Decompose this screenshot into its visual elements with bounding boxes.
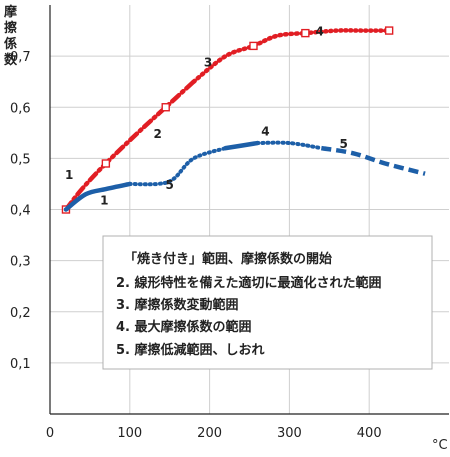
series-lines xyxy=(61,26,426,214)
legend-item-1: 「焼き付き」範囲、摩擦係数の開始 xyxy=(124,251,332,267)
legend-box xyxy=(102,235,433,370)
y-tick-label: 0,3 xyxy=(10,255,31,270)
series-line-red-upper xyxy=(303,28,392,36)
curve-annotation: 3 xyxy=(204,55,212,69)
series-line-blue-start xyxy=(63,181,133,212)
series-line-blue-plateau xyxy=(255,140,324,151)
x-tick-labels: 0 100 200 300 400 xyxy=(46,426,382,441)
series-line-blue-peak xyxy=(223,140,260,151)
x-tick-label: 200 xyxy=(197,426,222,441)
y-tick-label: 0,5 xyxy=(10,152,31,167)
legend-item-3: 3. 摩擦係数変動範囲 xyxy=(116,297,239,313)
y-tick-labels: 0,1 0,2 0,3 0,4 0,5 0,6 0,7 xyxy=(10,50,31,372)
axes xyxy=(49,5,449,415)
legend: 「焼き付き」範囲、摩擦係数の開始 2. 線形特性を備えた適切に最適化された範囲 … xyxy=(102,235,433,370)
series-line-blue-rising xyxy=(127,146,228,187)
curve-annotations: 1 2 3 4 1 5 4 5 xyxy=(65,25,348,208)
curve-annotation: 4 xyxy=(316,25,324,39)
x-tick-label: 0 xyxy=(46,426,54,441)
y-tick-label: 0,6 xyxy=(10,101,31,116)
y-axis-label-char: 摩 xyxy=(4,4,18,20)
curve-annotation: 4 xyxy=(261,124,269,138)
x-tick-label: 300 xyxy=(277,426,302,441)
x-tick-label: 400 xyxy=(357,426,382,441)
y-axis-label-char: 数 xyxy=(4,52,18,68)
series-point-red xyxy=(161,103,170,112)
series-point-red xyxy=(249,41,258,51)
x-tick-label: 100 xyxy=(117,426,142,441)
y-tick-label: 0,2 xyxy=(10,306,31,321)
curve-annotation: 2 xyxy=(154,127,162,141)
legend-item-4: 4. 最大摩擦係数の範囲 xyxy=(116,319,252,335)
y-axis-label-char: 係 xyxy=(4,36,17,52)
legend-item-5: 5. 摩擦低減範囲、しおれ xyxy=(116,342,265,358)
series-point-red xyxy=(301,28,310,38)
series-point-red xyxy=(101,159,111,168)
y-tick-label: 0,1 xyxy=(10,357,31,372)
y-axis-label-char: 擦 xyxy=(4,20,17,36)
curve-annotation: 1 xyxy=(65,168,73,182)
legend-item-2: 2. 線形特性を備えた適切に最適化された範囲 xyxy=(116,275,382,291)
y-tick-label: 0,4 xyxy=(10,204,31,219)
x-axis-label: °C xyxy=(432,438,448,453)
curve-annotation: 5 xyxy=(339,137,347,151)
y-tick-label: 0,7 xyxy=(10,50,31,65)
curve-annotation: 1 xyxy=(100,193,108,207)
series-line-blue-decline xyxy=(320,145,426,176)
series-point-red xyxy=(384,26,394,35)
y-axis-label: 摩擦係数 xyxy=(4,4,18,68)
curve-annotation: 5 xyxy=(166,178,174,192)
